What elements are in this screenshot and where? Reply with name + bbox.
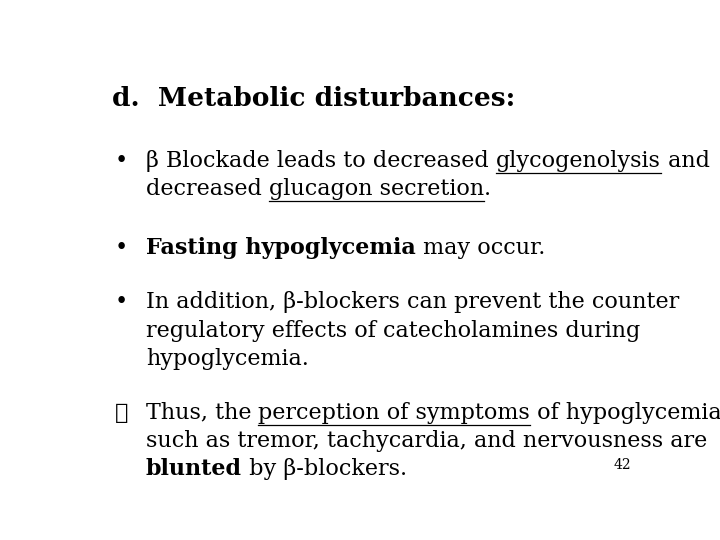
Text: 42: 42 bbox=[613, 458, 631, 472]
Text: hypoglycemia.: hypoglycemia. bbox=[145, 348, 309, 370]
Text: ✓: ✓ bbox=[115, 402, 128, 423]
Text: d.  Metabolic disturbances:: d. Metabolic disturbances: bbox=[112, 85, 516, 111]
Text: •: • bbox=[115, 238, 128, 259]
Text: •: • bbox=[115, 150, 128, 172]
Text: Thus, the: Thus, the bbox=[145, 402, 258, 423]
Text: β Blockade leads to decreased: β Blockade leads to decreased bbox=[145, 150, 495, 172]
Text: .: . bbox=[484, 178, 491, 200]
Text: may occur.: may occur. bbox=[415, 238, 545, 259]
Text: by β-blockers.: by β-blockers. bbox=[242, 458, 407, 480]
Text: •: • bbox=[115, 292, 128, 313]
Text: perception of symptoms: perception of symptoms bbox=[258, 402, 530, 423]
Text: regulatory effects of catecholamines during: regulatory effects of catecholamines dur… bbox=[145, 320, 640, 342]
Text: In addition, β-blockers can prevent the counter: In addition, β-blockers can prevent the … bbox=[145, 292, 679, 313]
Text: blunted: blunted bbox=[145, 458, 242, 480]
Text: glucagon secretion: glucagon secretion bbox=[269, 178, 484, 200]
Text: and: and bbox=[660, 150, 709, 172]
Text: decreased: decreased bbox=[145, 178, 269, 200]
Text: such as tremor, tachycardia, and nervousness are: such as tremor, tachycardia, and nervous… bbox=[145, 430, 707, 452]
Text: Fasting hypoglycemia: Fasting hypoglycemia bbox=[145, 238, 415, 259]
Text: of hypoglycemia: of hypoglycemia bbox=[530, 402, 720, 423]
Text: glycogenolysis: glycogenolysis bbox=[495, 150, 660, 172]
